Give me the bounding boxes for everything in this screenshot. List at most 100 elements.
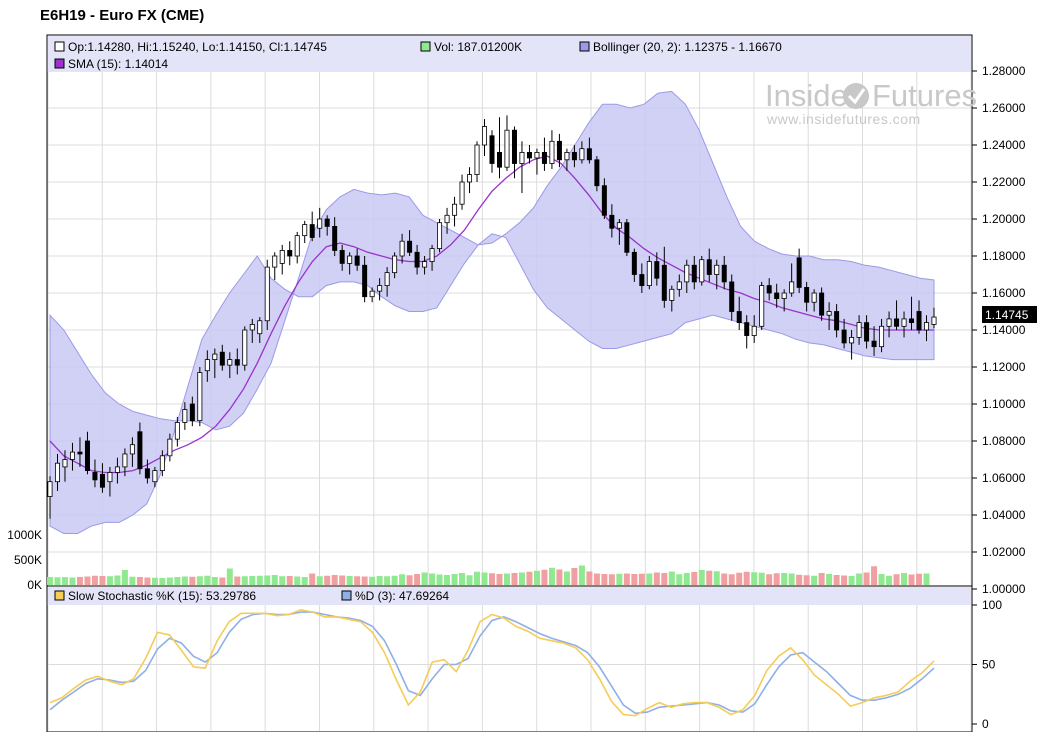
candle-body (257, 320, 263, 335)
candle-body (856, 322, 862, 338)
volume-bar (796, 574, 803, 585)
legend-bollinger: Bollinger (20, 2): 1.12375 - 1.16670 (593, 40, 782, 54)
volume-tick-label: 0K (27, 578, 42, 592)
volume-bar (563, 571, 570, 585)
volume-bar (683, 573, 690, 585)
stochastic-tick-label: 50 (982, 658, 996, 672)
candle-body (467, 174, 473, 183)
chart-title: E6H19 - Euro FX (CME) (40, 7, 204, 24)
price-tick-label: 1.16000 (982, 286, 1026, 300)
stochastic-tick-label: 100 (982, 598, 1002, 612)
price-panel: Inside Futures www.insidefutures.com Op:… (46, 34, 977, 587)
volume-bar (159, 578, 166, 585)
volume-bar (294, 576, 301, 585)
volume-bar (743, 571, 750, 585)
candle-body (69, 451, 75, 460)
volume-bar (728, 574, 735, 585)
candle-body (871, 340, 877, 348)
candle-body (362, 264, 368, 298)
candle-body (504, 129, 510, 168)
candle-body (77, 451, 83, 455)
volume-bar (84, 576, 91, 585)
candle-body (699, 259, 705, 283)
candle-body (429, 248, 435, 262)
candle-body (459, 181, 465, 205)
candle-body (414, 251, 420, 268)
candle-body (189, 403, 195, 422)
candle-body (781, 292, 787, 299)
stochastic-k-line (49, 608, 935, 717)
price-tick-label: 1.12000 (982, 360, 1026, 374)
volume-bar (706, 570, 713, 585)
volume-bar (871, 566, 878, 585)
volume-bar (489, 573, 495, 585)
candle-body (122, 453, 128, 468)
price-tick-label: 1.08000 (982, 434, 1026, 448)
volume-bar (826, 574, 833, 585)
volume-bar (136, 577, 143, 585)
volume-axis: 0K 500K 1000K (7, 528, 42, 592)
candle-body (616, 222, 622, 229)
volume-bar (121, 570, 128, 585)
volume-bar (901, 573, 908, 585)
volume-bar (339, 575, 346, 585)
volume-bar (886, 575, 893, 585)
watermark: Inside Futures www.insidefutures.com (765, 78, 977, 127)
candle-body (452, 203, 458, 216)
candle-body (594, 159, 600, 187)
stochastic-axis: 0 50 100 (972, 598, 1002, 731)
candle-body (129, 444, 135, 455)
legend-sma: SMA (15): 1.14014 (68, 57, 168, 71)
candle-body (62, 459, 68, 468)
candle-body (84, 440, 90, 472)
candle-body (511, 129, 517, 164)
candle-body (354, 255, 360, 266)
candle-body (751, 325, 757, 336)
volume-bar (518, 572, 525, 585)
candle-body (721, 264, 727, 283)
candle-body (841, 329, 847, 344)
price-axis: 1.00000 1.02000 1.04000 1.06000 1.08000 1.100… (972, 64, 1026, 596)
candle-body (624, 222, 630, 253)
candle-body (916, 311, 922, 331)
volume-bar (76, 576, 83, 585)
volume-bar (324, 575, 331, 585)
candle-body (92, 472, 98, 481)
volume-bar (436, 574, 443, 585)
stochastic-panel-frame (46, 585, 973, 732)
candle-body (556, 140, 562, 161)
candle-body (309, 224, 315, 238)
volume-bar (444, 575, 451, 585)
candle-body (534, 151, 540, 159)
volume-bar (241, 576, 248, 585)
volume-bar (166, 577, 173, 585)
candle-body (549, 140, 555, 164)
volume-bar (526, 571, 533, 585)
price-tick-label: 1.22000 (982, 175, 1026, 189)
volume-bar (451, 574, 458, 585)
volume-bar (384, 576, 391, 585)
volume-bar (691, 572, 698, 585)
watermark-brand-right: Futures (872, 78, 977, 113)
candle-body (167, 438, 173, 457)
candle-body (99, 473, 105, 488)
price-tick-label: 1.20000 (982, 212, 1026, 226)
price-tick-label: 1.06000 (982, 471, 1026, 485)
candle-body (369, 290, 375, 298)
volume-bar (226, 568, 233, 585)
volume-bar (406, 575, 413, 585)
volume-bar (586, 571, 593, 585)
price-tick-label: 1.00000 (982, 582, 1026, 596)
volume-bar (91, 575, 98, 585)
volume-bar (608, 574, 615, 585)
candle-body (541, 151, 547, 164)
volume-bar (114, 575, 121, 585)
volume-bar (54, 577, 61, 585)
volume-bars (47, 565, 930, 585)
candle-body (819, 292, 825, 316)
volume-bar (271, 575, 278, 585)
candle-body (114, 466, 120, 473)
stochastic-tick-label: 0 (982, 717, 989, 731)
candle-body (264, 266, 270, 322)
